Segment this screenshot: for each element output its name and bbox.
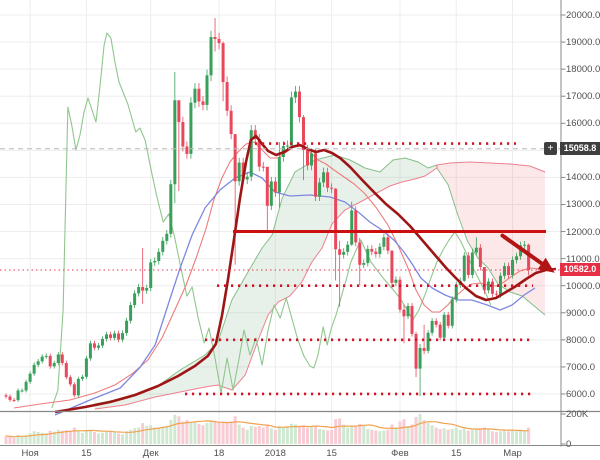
- alert-price-tag[interactable]: 15058.8: [560, 142, 600, 156]
- time-axis-label: 15: [326, 448, 337, 459]
- volume-axis-label: 0: [566, 439, 572, 450]
- price-axis-label: 10000.0: [566, 280, 600, 292]
- dark-red-ma-line: [54, 134, 557, 414]
- price-axis-label: 7000.0: [566, 361, 596, 373]
- time-axis-label: Мар: [503, 448, 522, 459]
- price-axis-label: 11000.0: [566, 253, 600, 265]
- price-axis-label: 19000.0: [566, 37, 600, 49]
- price-axis-label: 16000.0: [566, 118, 600, 130]
- price-axis-label: 14000.0: [566, 172, 600, 184]
- cloud-span-b-line: [94, 161, 546, 410]
- cloud-span-a-line: [94, 154, 546, 405]
- volume-axis-label: 200K: [566, 409, 589, 420]
- arrow-annotation: [500, 233, 555, 273]
- cloud-green-fill: [94, 155, 437, 410]
- blue-ma-line: [54, 171, 536, 416]
- axes-layer: [0, 0, 600, 447]
- last-price-tag: 10582.0: [560, 263, 600, 277]
- price-axis-label: 20000.0: [566, 10, 600, 21]
- price-axis-label: 13000.0: [566, 199, 600, 211]
- arrow-head: [537, 257, 555, 273]
- price-axis-label: 18000.0: [566, 64, 600, 76]
- volume-ma-line: [5, 420, 529, 438]
- overlay-lines-top-layer: [54, 134, 557, 414]
- price-axis-label: 17000.0: [566, 91, 600, 103]
- cloud-layer: [94, 154, 546, 410]
- green-indicator-line: [51, 32, 492, 409]
- price-axis-label: 6000.0: [566, 388, 596, 400]
- time-axis-label: Ноя: [21, 448, 39, 459]
- time-axis-label: Дек: [142, 448, 159, 459]
- cloud-red-fill: [436, 162, 546, 315]
- candles-layer: [4, 17, 531, 402]
- time-axis-label: 18: [213, 448, 225, 459]
- time-axis-label: 2018: [264, 448, 286, 459]
- add-alert-button[interactable]: +: [544, 142, 557, 156]
- time-axis-label: Фев: [391, 448, 409, 459]
- levels-layer: [0, 142, 561, 396]
- price-axis-label: 12000.0: [566, 226, 600, 238]
- price-axis-label: 8000.0: [566, 334, 596, 346]
- price-axis-label: 9000.0: [566, 307, 596, 319]
- time-axis-label: 15: [81, 448, 92, 459]
- time-axis-label: 15: [450, 448, 462, 459]
- grid-layer: [0, 0, 561, 446]
- volume-layer: [4, 414, 531, 444]
